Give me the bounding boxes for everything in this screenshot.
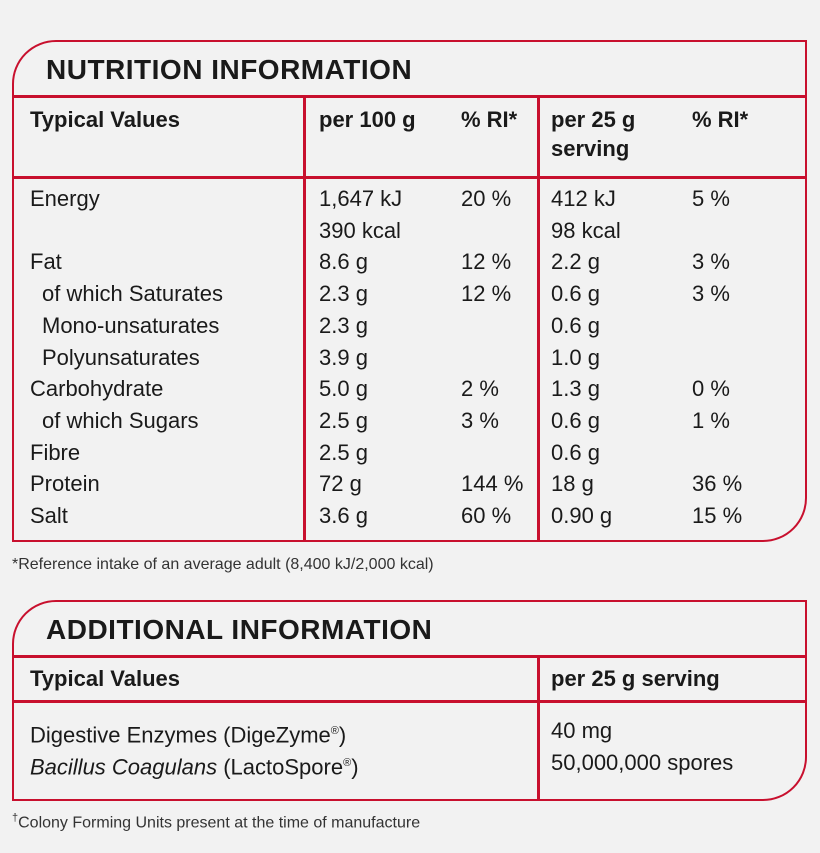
header-serving: serving bbox=[551, 136, 630, 161]
nutrition-cell-per100: 2.3 g bbox=[319, 281, 368, 307]
nutrition-cell-per100: 72 g bbox=[319, 471, 362, 497]
nutrition-cell-per100: 3.9 g bbox=[319, 344, 368, 370]
nutrition-cell-ri25: 1 % bbox=[692, 407, 730, 433]
nutrition-cell-per25: 0.6 g bbox=[551, 407, 600, 433]
nutrition-cell-per25: 0.6 g bbox=[551, 281, 600, 307]
divider bbox=[14, 655, 805, 658]
nutrition-cell-ri100: 144 % bbox=[461, 471, 524, 497]
nutrition-cell-label: of which Saturates bbox=[42, 281, 223, 307]
nutrition-cell-per100: 8.6 g bbox=[319, 249, 368, 275]
column-divider bbox=[537, 95, 540, 540]
row-bacillus-label: Bacillus Coagulans (LactoSpore®) bbox=[30, 754, 359, 780]
column-divider bbox=[537, 655, 540, 799]
row-digestive-enzymes-value: 40 mg bbox=[551, 718, 613, 743]
nutrition-cell-ri100: 12 % bbox=[461, 249, 512, 275]
nutrition-cell-per100: 3.6 g bbox=[319, 503, 368, 528]
nutrition-cell-label: Fat bbox=[30, 249, 62, 275]
nutrition-cell-per25: 0.6 g bbox=[551, 312, 600, 338]
nutrition-cell-ri100: 12 % bbox=[461, 281, 512, 307]
nutrition-cell-label: Salt bbox=[30, 503, 68, 528]
nutrition-cell-per100: 2.5 g bbox=[319, 407, 368, 433]
column-divider bbox=[303, 95, 306, 540]
nutrition-cell-label: Mono-unsaturates bbox=[42, 312, 220, 338]
nutrition-cell-label: Polyunsaturates bbox=[42, 344, 200, 370]
header-typical-values: Typical Values bbox=[30, 666, 181, 691]
nutrition-cell-per100: 5.0 g bbox=[319, 376, 368, 402]
header-ri-25g: % RI* bbox=[692, 107, 749, 132]
nutrition-cell-ri25: 15 % bbox=[692, 503, 743, 528]
nutrition-cell-per25: 18 g bbox=[551, 471, 594, 497]
row-digestive-enzymes-label: Digestive Enzymes (DigeZyme®) bbox=[30, 722, 347, 748]
nutrition-cell-ri100: 3 % bbox=[461, 407, 499, 433]
nutrition-cell-ri25: 5 % bbox=[692, 186, 730, 211]
nutrition-cell-per100: 2.5 g bbox=[319, 439, 368, 465]
nutrition-title: NUTRITION INFORMATION bbox=[46, 54, 413, 85]
header-per-25g-serving: per 25 g serving bbox=[551, 666, 720, 691]
nutrition-cell-label: of which Sugars bbox=[42, 407, 199, 433]
nutrition-cell-label: Fibre bbox=[30, 439, 81, 465]
header-per-25g: per 25 g bbox=[551, 107, 636, 132]
divider bbox=[14, 700, 805, 703]
nutrition-cell-per25: 412 kJ bbox=[551, 186, 616, 211]
nutrition-cell-per25: 98 kcal bbox=[551, 217, 621, 243]
nutrition-cell-label: Carbohydrate bbox=[30, 376, 164, 402]
divider bbox=[14, 95, 805, 98]
nutrition-cell-ri25: 36 % bbox=[692, 471, 743, 497]
row-bacillus-value: 50,000,000 spores bbox=[551, 750, 734, 775]
nutrition-cell-ri100: 60 % bbox=[461, 503, 512, 528]
nutrition-footnote: *Reference intake of an average adult (8… bbox=[12, 556, 434, 573]
additional-footnote: †Colony Forming Units present at the tim… bbox=[12, 812, 421, 832]
nutrition-cell-per25: 2.2 g bbox=[551, 249, 600, 275]
header-ri-100g: % RI* bbox=[461, 107, 518, 132]
nutrition-cell-per100: 390 kcal bbox=[319, 217, 401, 243]
nutrition-cell-per100: 1,647 kJ bbox=[319, 186, 403, 211]
nutrition-cell-per100: 2.3 g bbox=[319, 312, 368, 338]
nutrition-cell-per25: 1.3 g bbox=[551, 376, 600, 402]
nutrition-cell-per25: 0.90 g bbox=[551, 503, 613, 528]
nutrition-cell-ri25: 0 % bbox=[692, 376, 730, 402]
nutrition-cell-label: Energy bbox=[30, 186, 100, 211]
nutrition-cell-ri25: 3 % bbox=[692, 281, 730, 307]
additional-information-panel: ADDITIONAL INFORMATION Typical Values pe… bbox=[12, 600, 807, 801]
header-per-100g: per 100 g bbox=[319, 107, 416, 132]
nutrition-cell-per25: 0.6 g bbox=[551, 439, 600, 465]
nutrition-cell-ri25: 3 % bbox=[692, 249, 730, 275]
nutrition-information-panel: NUTRITION INFORMATION Typical Values per… bbox=[12, 40, 807, 542]
nutrition-cell-ri100: 2 % bbox=[461, 376, 499, 402]
nutrition-cell-label: Protein bbox=[30, 471, 100, 497]
additional-title: ADDITIONAL INFORMATION bbox=[46, 614, 433, 645]
nutrition-cell-ri100: 20 % bbox=[461, 186, 512, 211]
divider bbox=[14, 176, 805, 179]
header-typical-values: Typical Values bbox=[30, 107, 181, 132]
nutrition-cell-per25: 1.0 g bbox=[551, 344, 600, 370]
